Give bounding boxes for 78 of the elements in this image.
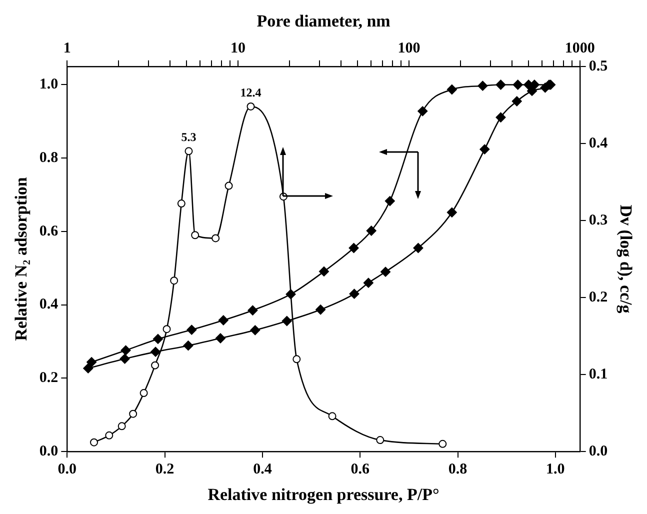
point bbox=[446, 207, 457, 218]
point bbox=[438, 440, 447, 448]
y2-tick-label: 0.1 bbox=[588, 366, 608, 382]
point bbox=[512, 96, 522, 106]
point bbox=[376, 436, 384, 444]
y-tick-label: 1.0 bbox=[39, 76, 58, 93]
y-tick-label: 0.6 bbox=[39, 223, 59, 240]
y-tick-label: 0.8 bbox=[39, 150, 58, 166]
x2-tick-label: 1000 bbox=[564, 40, 595, 56]
point bbox=[349, 288, 360, 299]
point bbox=[250, 325, 260, 336]
point bbox=[246, 102, 255, 110]
point bbox=[183, 340, 194, 351]
point bbox=[140, 389, 148, 398]
point bbox=[478, 80, 488, 91]
point bbox=[248, 305, 258, 316]
point bbox=[318, 266, 329, 276]
point bbox=[282, 316, 292, 326]
y-tick-label: 0.2 bbox=[39, 370, 58, 386]
annotation: 5.3 bbox=[181, 130, 196, 144]
point bbox=[120, 345, 131, 356]
y-tick-label: 0.4 bbox=[39, 296, 59, 313]
point bbox=[162, 325, 171, 334]
point bbox=[83, 363, 94, 374]
annotation: 12.4 bbox=[240, 85, 262, 100]
x-tick-label: 0.2 bbox=[155, 461, 174, 478]
point bbox=[177, 200, 186, 208]
point bbox=[512, 80, 523, 90]
point bbox=[150, 346, 161, 357]
x-tick-label: 0.8 bbox=[448, 461, 468, 478]
point bbox=[292, 355, 301, 364]
point bbox=[170, 276, 178, 285]
point bbox=[418, 106, 428, 116]
y-axis-title: Relative N₂ adsorption bbox=[12, 176, 31, 341]
point bbox=[184, 147, 193, 156]
y2-tick-label: 0.2 bbox=[588, 289, 608, 306]
point bbox=[480, 144, 490, 154]
point bbox=[151, 361, 160, 370]
y2-tick-label: 0.3 bbox=[588, 212, 608, 228]
point bbox=[218, 315, 228, 326]
point bbox=[380, 266, 391, 277]
point bbox=[446, 84, 457, 95]
point bbox=[366, 226, 376, 236]
x-tick-label: 0.6 bbox=[350, 461, 370, 478]
x2-tick-label: 1 bbox=[63, 40, 71, 56]
x2-tick-label: 10 bbox=[230, 40, 246, 56]
point bbox=[120, 354, 130, 364]
point bbox=[348, 242, 359, 253]
x-tick-label: 0.0 bbox=[58, 461, 77, 478]
point bbox=[496, 112, 506, 122]
point bbox=[496, 80, 506, 90]
point bbox=[90, 438, 98, 446]
y2-tick-label: 0.5 bbox=[588, 58, 608, 74]
point bbox=[212, 234, 220, 242]
point bbox=[186, 324, 197, 335]
y2-tick-label: 0.4 bbox=[588, 135, 608, 152]
y-tick-label: 0.0 bbox=[39, 443, 58, 460]
point bbox=[152, 334, 163, 344]
point bbox=[129, 410, 138, 418]
point bbox=[86, 357, 97, 368]
point bbox=[384, 196, 395, 206]
point bbox=[215, 333, 226, 344]
point bbox=[363, 278, 374, 288]
x-tick-label: 0.4 bbox=[253, 461, 272, 478]
y2-axis-title: Dv (log d), cc/g bbox=[616, 204, 636, 314]
x-axis-title: Relative nitrogen pressure, P/P° bbox=[208, 485, 440, 504]
x2-axis-title: Pore diameter, nm bbox=[256, 12, 390, 31]
point bbox=[328, 412, 336, 420]
y2-tick-label: 0.0 bbox=[588, 443, 608, 460]
x-tick-label: 1.0 bbox=[546, 461, 565, 478]
point bbox=[224, 182, 233, 190]
point bbox=[118, 422, 126, 430]
point bbox=[413, 242, 424, 253]
point bbox=[527, 86, 537, 96]
x2-tick-label: 100 bbox=[398, 40, 420, 56]
point bbox=[316, 304, 326, 315]
point bbox=[191, 231, 200, 240]
point bbox=[105, 431, 114, 440]
